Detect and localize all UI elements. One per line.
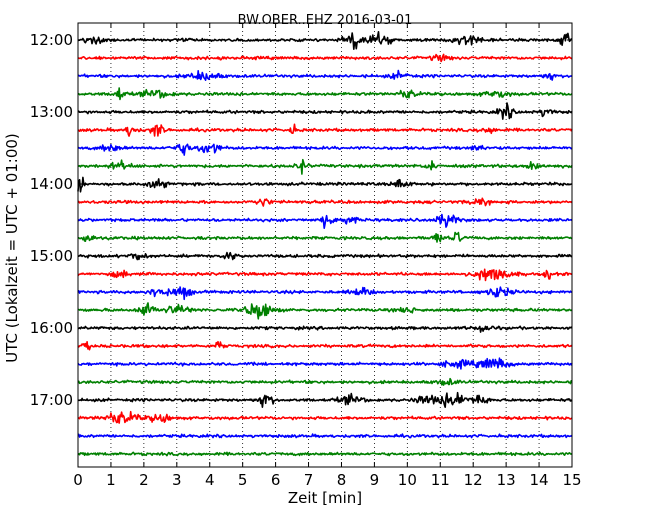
y-tick-label: 17:00 (30, 391, 73, 409)
seismic-traces (77, 31, 573, 457)
x-tick-label: 2 (139, 471, 149, 489)
plot-frame (77, 22, 573, 468)
trace-1630 (77, 357, 573, 370)
trace-1545 (77, 302, 573, 320)
x-tick-label: 12 (464, 471, 483, 489)
trace-1515 (77, 268, 573, 282)
x-tick-label: 7 (304, 471, 314, 489)
x-tick-label: 5 (238, 471, 248, 489)
x-tick-label: 11 (431, 471, 450, 489)
chart-title: BW.OBER..EHZ 2016-03-01 (238, 13, 413, 28)
trace-1330 (77, 143, 573, 156)
trace-1600 (78, 325, 573, 333)
trace-1400 (77, 176, 573, 193)
trace-1445 (77, 231, 573, 243)
trace-1230 (77, 69, 573, 81)
x-tick-label: 1 (106, 471, 116, 489)
y-tick-label: 12:00 (30, 31, 73, 49)
trace-1345 (77, 158, 573, 175)
x-tick-label: 15 (562, 471, 581, 489)
x-axis-label: Zeit [min] (288, 489, 362, 507)
trace-1415 (77, 197, 573, 207)
y-tick-label: 14:00 (30, 175, 73, 193)
trace-1300 (77, 102, 573, 120)
x-tick-label: 9 (370, 471, 380, 489)
x-tick-label: 6 (271, 471, 281, 489)
x-tick-label: 14 (530, 471, 549, 489)
y-tick-label: 16:00 (30, 319, 73, 337)
x-tick-labels: 0 1 2 3 4 5 6 7 8 9 10 11 12 13 14 15 (73, 471, 581, 489)
x-tick-label: 4 (205, 471, 215, 489)
trace-1530 (77, 286, 572, 301)
trace-1700 (77, 391, 573, 408)
y-axis-label: UTC (Lokalzeit = UTC + 01:00) (3, 133, 21, 363)
x-tick-label: 8 (337, 471, 347, 489)
x-tick-label: 3 (172, 471, 182, 489)
trace-1615 (77, 340, 573, 351)
trace-1215 (77, 53, 573, 63)
y-tick-label: 13:00 (30, 103, 73, 121)
trace-1745 (77, 451, 573, 457)
x-tick-label: 0 (73, 471, 83, 489)
axis-ticks (77, 23, 573, 467)
trace-1715 (77, 410, 573, 424)
trace-1430 (77, 213, 573, 229)
x-tick-label: 13 (497, 471, 516, 489)
trace-1645 (77, 377, 573, 386)
trace-1315 (77, 123, 573, 137)
y-tick-labels: 12:00 13:00 14:00 15:00 16:00 17:00 (30, 31, 73, 409)
x-tick-label: 10 (398, 471, 417, 489)
trace-1500 (77, 251, 573, 261)
trace-1200 (77, 31, 573, 50)
y-tick-label: 15:00 (30, 247, 73, 265)
trace-1245 (77, 87, 573, 101)
trace-1730 (77, 433, 573, 439)
